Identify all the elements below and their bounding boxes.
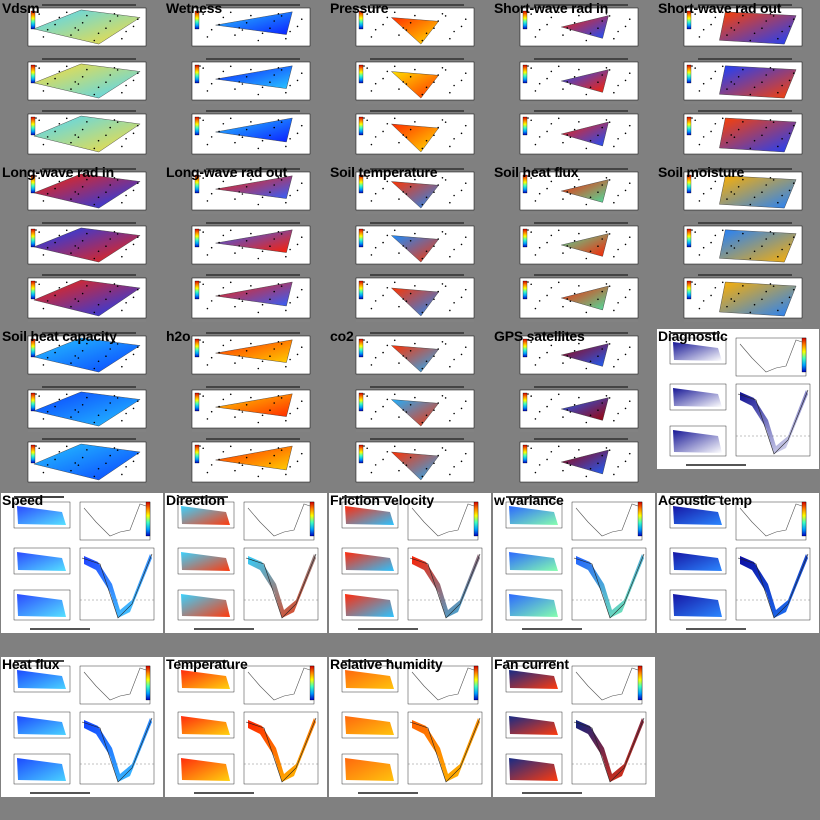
thumbnail-co2[interactable]: co2 <box>328 328 492 492</box>
thumbnail-w-variance[interactable]: w variance <box>492 492 656 656</box>
thumbnail-label: Diagnostic <box>658 328 728 344</box>
thumbnail-diagnostic[interactable]: Diagnostic <box>656 328 820 492</box>
thumbnail-label: Soil moisture <box>658 164 745 180</box>
plot-relative-humidity <box>329 657 491 797</box>
plot-fan-current <box>493 657 655 797</box>
thumbnail-short-wave-rad-in[interactable]: Short-wave rad in <box>492 0 656 164</box>
thumbnail-pressure[interactable]: Pressure <box>328 0 492 164</box>
thumbnail-label: Soil heat flux <box>494 164 579 180</box>
plot-pressure <box>355 4 475 158</box>
thumbnail-long-wave-rad-out[interactable]: Long-wave rad out <box>164 164 328 328</box>
plot-heat-flux <box>1 657 163 797</box>
thumbnail-label: Wetness <box>166 0 222 16</box>
thumbnail-soil-moisture[interactable]: Soil moisture <box>656 164 820 328</box>
thumbnail-short-wave-rad-out[interactable]: Short-wave rad out <box>656 0 820 164</box>
thumbnail-label: Temperature <box>166 656 248 672</box>
plot-acoustic-temp <box>657 493 819 633</box>
thumbnail-label: Friction velocity <box>330 492 434 508</box>
plot-w-variance <box>493 493 655 633</box>
thumbnail-soil-heat-capacity[interactable]: Soil heat capacity <box>0 328 164 492</box>
thumbnail-h2o[interactable]: h2o <box>164 328 328 492</box>
thumbnail-label: Fan current <box>494 656 569 672</box>
thumbnail-label: Long-wave rad out <box>166 164 288 180</box>
plot-soil-heat-capacity <box>27 332 147 486</box>
thumbnail-label: Acoustic temp <box>658 492 752 508</box>
thumbnail-label: Short-wave rad out <box>658 0 782 16</box>
plot-direction <box>165 493 327 633</box>
plot-long-wave-rad-in <box>27 168 147 322</box>
plot-short-wave-rad-out <box>683 4 803 158</box>
plot-vdsm <box>27 4 147 158</box>
thumbnail-relative-humidity[interactable]: Relative humidity <box>328 656 492 820</box>
plot-temperature <box>165 657 327 797</box>
thumbnail-temperature[interactable]: Temperature <box>164 656 328 820</box>
thumbnail-label: Direction <box>166 492 225 508</box>
thumbnail-wetness[interactable]: Wetness <box>164 0 328 164</box>
plot-short-wave-rad-in <box>519 4 639 158</box>
plot-friction-velocity <box>329 493 491 633</box>
thumbnail-acoustic-temp[interactable]: Acoustic temp <box>656 492 820 656</box>
thumbnail-label: Speed <box>2 492 44 508</box>
thumbnail-label: GPS satellites <box>494 328 585 344</box>
thumbnail-label: Vdsm <box>2 0 40 16</box>
thumbnail-soil-heat-flux[interactable]: Soil heat flux <box>492 164 656 328</box>
thumbnail-label: w variance <box>494 492 564 508</box>
thumbnail-label: h2o <box>166 328 191 344</box>
thumbnail-label: Relative humidity <box>330 656 443 672</box>
thumbnail-soil-temperature[interactable]: Soil temperature <box>328 164 492 328</box>
plot-wetness <box>191 4 311 158</box>
plot-co2 <box>355 332 475 486</box>
plot-speed <box>1 493 163 633</box>
thumbnail-label: Soil heat capacity <box>2 328 117 344</box>
thumbnail-speed[interactable]: Speed <box>0 492 164 656</box>
thumbnail-label: Short-wave rad in <box>494 0 609 16</box>
thumbnail-friction-velocity[interactable]: Friction velocity <box>328 492 492 656</box>
thumbnail-fan-current[interactable]: Fan current <box>492 656 656 820</box>
plot-soil-moisture <box>683 168 803 322</box>
thumbnail-label: Pressure <box>330 0 389 16</box>
thumbnail-direction[interactable]: Direction <box>164 492 328 656</box>
plot-soil-heat-flux <box>519 168 639 322</box>
thumbnail-vdsm[interactable]: Vdsm <box>0 0 164 164</box>
thumbnail-label: co2 <box>330 328 354 344</box>
thumbnail-label: Soil temperature <box>330 164 438 180</box>
plot-long-wave-rad-out <box>191 168 311 322</box>
thumbnail-label: Long-wave rad in <box>2 164 114 180</box>
thumbnail-heat-flux[interactable]: Heat flux <box>0 656 164 820</box>
thumbnail-long-wave-rad-in[interactable]: Long-wave rad in <box>0 164 164 328</box>
thumbnail-gps-satellites[interactable]: GPS satellites <box>492 328 656 492</box>
plot-gps-satellites <box>519 332 639 486</box>
thumbnail-label: Heat flux <box>2 656 60 672</box>
plot-diagnostic <box>657 329 819 469</box>
plot-h2o <box>191 332 311 486</box>
plot-soil-temperature <box>355 168 475 322</box>
